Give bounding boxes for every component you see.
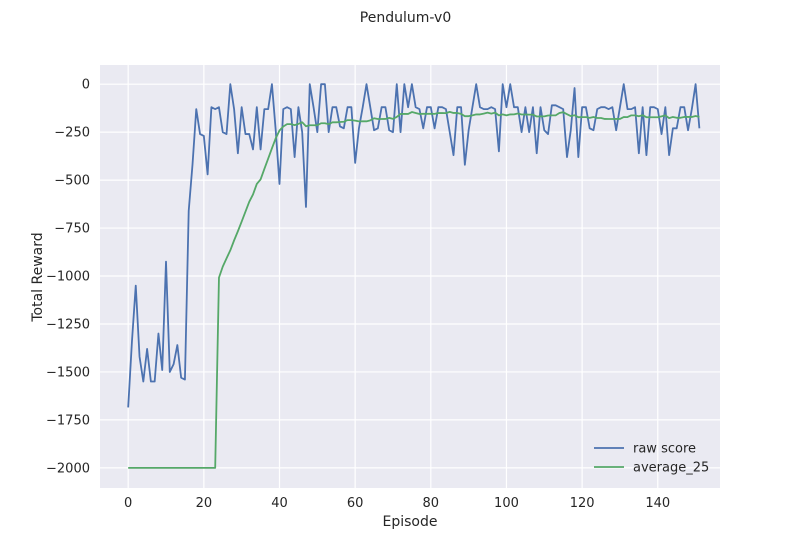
legend-label: raw score xyxy=(633,442,696,457)
y-tick-label: −1250 xyxy=(46,317,90,332)
x-tick-label: 80 xyxy=(423,496,440,511)
series-lines xyxy=(127,83,701,469)
y-tick-label: −1750 xyxy=(46,413,90,428)
average-25-line xyxy=(128,110,700,469)
raw-score-line xyxy=(127,83,701,408)
legend-label: average_25 xyxy=(633,461,709,476)
y-tick-label: −500 xyxy=(54,174,90,189)
x-tick-label: 120 xyxy=(570,496,595,511)
x-tick-label: 20 xyxy=(196,496,213,511)
legend: raw score average_25 xyxy=(594,442,709,476)
y-tick-label: −1000 xyxy=(46,270,90,285)
y-tick-label: 0 xyxy=(82,78,90,93)
x-tick-label: 40 xyxy=(271,496,288,511)
grid-lines xyxy=(100,65,720,488)
chart-title: Pendulum-v0 xyxy=(360,10,451,26)
x-tick-label: 100 xyxy=(494,496,519,511)
y-tick-label: −750 xyxy=(54,222,90,237)
x-axis-label: Episode xyxy=(383,514,438,530)
y-axis-ticks: 0 −250 −500 −750 −1000 −1250 −1500 −1750 −2000 xyxy=(46,78,90,477)
x-tick-label: 60 xyxy=(347,496,364,511)
y-tick-label: −1500 xyxy=(46,365,90,380)
x-tick-label: 140 xyxy=(645,496,670,511)
x-tick-label: 0 xyxy=(124,496,132,511)
y-tick-label: −2000 xyxy=(46,461,90,476)
x-axis-ticks: 0 20 40 60 80 100 120 140 xyxy=(124,496,670,511)
y-axis-label: Total Reward xyxy=(30,232,46,322)
y-tick-label: −250 xyxy=(54,126,90,141)
